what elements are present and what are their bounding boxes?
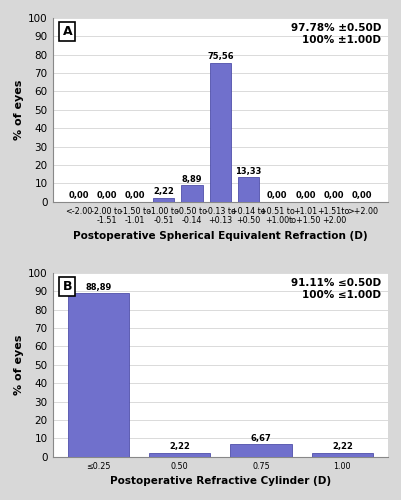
Text: 0,00: 0,00 <box>294 192 315 200</box>
Text: 0,00: 0,00 <box>125 192 145 200</box>
Text: 6,67: 6,67 <box>250 434 271 443</box>
Bar <box>230 444 291 456</box>
Text: 0,00: 0,00 <box>68 192 89 200</box>
Text: 97.78% ±0.50D
100% ±1.00D: 97.78% ±0.50D 100% ±1.00D <box>290 24 381 45</box>
X-axis label: Postoperative Spherical Equivalent Refraction (D): Postoperative Spherical Equivalent Refra… <box>73 231 367 241</box>
Text: 2,22: 2,22 <box>331 442 352 451</box>
Text: A: A <box>63 25 72 38</box>
Text: 0,00: 0,00 <box>96 192 117 200</box>
Bar <box>237 178 259 202</box>
Text: 91.11% ≤0.50D
100% ≤1.00D: 91.11% ≤0.50D 100% ≤1.00D <box>291 278 381 300</box>
Bar <box>209 63 231 202</box>
Text: 0,00: 0,00 <box>323 192 343 200</box>
Bar <box>181 186 202 202</box>
Text: 2,22: 2,22 <box>169 442 190 451</box>
Bar <box>149 452 210 456</box>
Text: 75,56: 75,56 <box>207 52 233 62</box>
Bar <box>311 452 372 456</box>
Text: 13,33: 13,33 <box>235 167 261 176</box>
Bar <box>152 198 174 202</box>
Text: 88,89: 88,89 <box>85 282 111 292</box>
X-axis label: Postoperative Refractive Cylinder (D): Postoperative Refractive Cylinder (D) <box>109 476 330 486</box>
Y-axis label: % of eyes: % of eyes <box>14 334 24 395</box>
Bar <box>68 293 128 456</box>
Text: B: B <box>63 280 72 293</box>
Text: 0,00: 0,00 <box>266 192 287 200</box>
Text: 8,89: 8,89 <box>181 175 202 184</box>
Text: 2,22: 2,22 <box>153 188 174 196</box>
Text: 0,00: 0,00 <box>351 192 372 200</box>
Y-axis label: % of eyes: % of eyes <box>14 80 24 140</box>
